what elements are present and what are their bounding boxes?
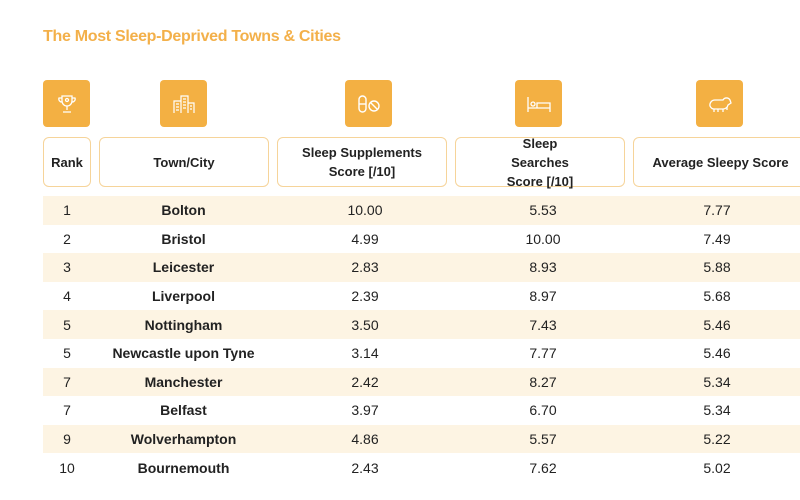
cell-rank: 1 xyxy=(63,202,71,219)
header-sleep-supplements: Sleep Supplements Score [/10] xyxy=(277,137,447,187)
cell-sleep-supplements-score: 3.50 xyxy=(351,316,379,333)
cell-sleep-searches-score: 6.70 xyxy=(529,402,557,419)
table-row: 9 Wolverhampton 4.86 5.57 5.22 xyxy=(43,424,800,454)
cell-average-sleepy-score: 5.34 xyxy=(703,402,731,419)
cell-town-city: Bristol xyxy=(161,230,206,247)
cell-rank: 7 xyxy=(63,402,71,419)
cell-town-city: Liverpool xyxy=(151,288,215,305)
cell-sleep-searches-score: 5.57 xyxy=(529,431,557,448)
cell-rank: 5 xyxy=(63,316,71,333)
cell-average-sleepy-score: 5.46 xyxy=(703,345,731,362)
header-rank: Rank xyxy=(43,137,91,187)
header-average-sleepy-score: Average Sleepy Score xyxy=(633,137,800,187)
cell-town-city: Nottingham xyxy=(144,316,223,333)
cell-sleep-searches-score: 8.27 xyxy=(529,373,557,390)
cell-sleep-supplements-score: 3.97 xyxy=(351,402,379,419)
cell-town-city: Wolverhampton xyxy=(130,431,237,448)
cell-town-city: Leicester xyxy=(152,259,215,276)
table-row: 7 Belfast 3.97 6.70 5.34 xyxy=(43,396,800,425)
pills-icon xyxy=(345,80,392,127)
cell-sleep-supplements-score: 4.99 xyxy=(351,230,379,247)
table-row: 4 Liverpool 2.39 8.97 5.68 xyxy=(43,282,800,311)
cell-sleep-supplements-score: 10.00 xyxy=(347,202,383,219)
cell-average-sleepy-score: 7.49 xyxy=(703,230,731,247)
cell-sleep-searches-score: 8.93 xyxy=(529,259,557,276)
cell-sleep-searches-score: 7.62 xyxy=(529,459,557,476)
header-town-city: Town/City xyxy=(99,137,269,187)
cell-average-sleepy-score: 5.68 xyxy=(703,288,731,305)
cell-rank: 7 xyxy=(63,373,71,390)
cell-sleep-searches-score: 8.97 xyxy=(529,288,557,305)
bed-icon xyxy=(515,80,562,127)
cell-rank: 2 xyxy=(63,230,71,247)
table-row: 7 Manchester 2.42 8.27 5.34 xyxy=(43,367,800,397)
cell-town-city: Newcastle upon Tyne xyxy=(112,345,255,362)
cell-average-sleepy-score: 7.77 xyxy=(703,202,731,219)
table-row: 5 Nottingham 3.50 7.43 5.46 xyxy=(43,310,800,339)
cell-sleep-searches-score: 10.00 xyxy=(525,230,561,247)
cell-town-city: Belfast xyxy=(160,402,207,419)
cell-sleep-supplements-score: 2.39 xyxy=(351,288,379,305)
table-row: 10 Bournemouth 2.43 7.62 5.02 xyxy=(43,453,800,482)
table-row: 5 Newcastle upon Tyne 3.14 7.77 5.46 xyxy=(43,339,800,368)
buildings-icon xyxy=(160,80,207,127)
cell-town-city: Bournemouth xyxy=(137,459,230,476)
cell-sleep-supplements-score: 4.86 xyxy=(351,431,379,448)
trophy-icon xyxy=(43,80,90,127)
cell-average-sleepy-score: 5.46 xyxy=(703,316,731,333)
cell-rank: 9 xyxy=(63,431,71,448)
cell-sleep-searches-score: 5.53 xyxy=(529,202,557,219)
cell-rank: 5 xyxy=(63,345,71,362)
cell-sleep-searches-score: 7.77 xyxy=(529,345,557,362)
cell-sleep-supplements-score: 3.14 xyxy=(351,345,379,362)
cell-average-sleepy-score: 5.22 xyxy=(703,431,731,448)
header-sleep-searches: Sleep Searches Score [/10] xyxy=(455,136,625,189)
ranking-table: 1 Bolton 10.00 5.53 7.77 2 Bristol 4.99 10.00 7.4… xyxy=(43,196,800,482)
table-row: 3 Leicester 2.83 8.93 5.88 xyxy=(43,253,800,282)
table-row: 1 Bolton 10.00 5.53 7.77 xyxy=(43,196,800,225)
cell-rank: 3 xyxy=(63,259,71,276)
cell-town-city: Manchester xyxy=(144,373,223,390)
cell-average-sleepy-score: 5.02 xyxy=(703,459,731,476)
cell-rank: 10 xyxy=(59,459,75,476)
cell-town-city: Bolton xyxy=(161,202,206,219)
cell-sleep-supplements-score: 2.43 xyxy=(351,459,379,476)
cell-average-sleepy-score: 5.88 xyxy=(703,259,731,276)
page-title: The Most Sleep-Deprived Towns & Cities xyxy=(43,28,341,45)
cell-sleep-searches-score: 7.43 xyxy=(529,316,557,333)
cell-average-sleepy-score: 5.34 xyxy=(703,373,731,390)
cell-sleep-supplements-score: 2.42 xyxy=(351,373,379,390)
table-row: 2 Bristol 4.99 10.00 7.49 xyxy=(43,225,800,254)
cell-rank: 4 xyxy=(63,288,71,305)
cell-sleep-supplements-score: 2.83 xyxy=(351,259,379,276)
sheep-icon xyxy=(696,80,743,127)
